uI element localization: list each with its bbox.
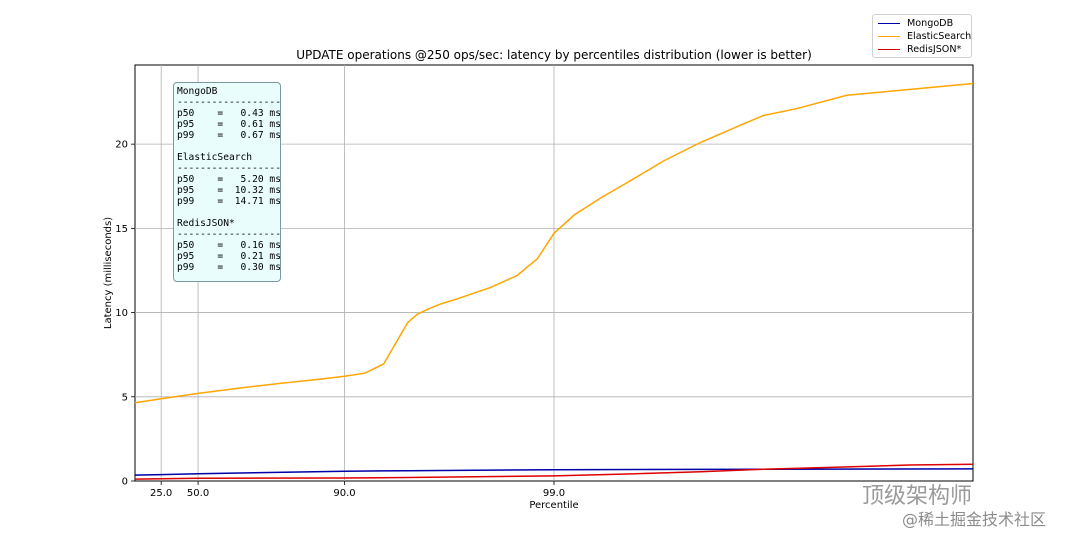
- stats-line: RedisJSON*: [177, 218, 235, 229]
- y-tick-label: 0: [122, 477, 128, 488]
- legend-item-elasticsearch: ElasticSearch: [878, 30, 971, 43]
- legend-item-redisjson: RedisJSON*: [878, 43, 961, 56]
- x-tick-label: 99.0: [543, 488, 565, 499]
- stats-line: ------------------: [177, 97, 281, 108]
- stats-line: p99 = 14.71 ms: [177, 196, 281, 207]
- x-tick-label: 25.0: [150, 488, 172, 499]
- legend-label-mongodb: MongoDB: [907, 18, 954, 29]
- legend-swatch-elasticsearch: [878, 36, 900, 37]
- legend-swatch-redisjson: [878, 49, 900, 50]
- stats-line: p99 = 0.67 ms: [177, 130, 281, 141]
- legend-label-elasticsearch: ElasticSearch: [907, 31, 972, 42]
- stats-line: p50 = 0.43 ms: [177, 108, 281, 119]
- stats-line: MongoDB: [177, 86, 218, 97]
- watermark-title: 顶级架构师: [862, 484, 973, 509]
- stats-line: p99 = 0.30 ms: [177, 262, 281, 273]
- series-line-elasticsearch: [134, 82, 974, 404]
- y-axis-label: Latency (milliseconds): [103, 217, 114, 329]
- stats-line: p95 = 0.61 ms: [177, 119, 281, 130]
- x-axis-label: Percentile: [529, 500, 578, 511]
- y-tick-label: 5: [122, 392, 128, 403]
- chart-title: UPDATE operations @250 ops/sec: latency …: [296, 48, 812, 62]
- stats-line: ------------------: [177, 163, 281, 174]
- percentile-stats-box: MongoDB ------------------ p50 = 0.43 ms p9…: [173, 82, 281, 282]
- stats-line: p95 = 10.32 ms: [177, 185, 281, 196]
- y-tick-label: 20: [115, 140, 128, 151]
- stats-line: p50 = 5.20 ms: [177, 174, 281, 185]
- legend-swatch-mongodb: [878, 23, 900, 24]
- series-line-redisjson: [134, 463, 974, 480]
- series-layer: [134, 82, 974, 480]
- stats-line: ------------------: [177, 229, 281, 240]
- stats-line: ElasticSearch: [177, 152, 253, 163]
- stats-line: p95 = 0.21 ms: [177, 251, 281, 262]
- stats-line: p50 = 0.16 ms: [177, 240, 281, 251]
- y-tick-label: 15: [115, 224, 128, 235]
- legend-item-mongodb: MongoDB: [878, 17, 953, 30]
- x-tick-label: 50.0: [187, 488, 209, 499]
- series-line-mongodb: [134, 468, 974, 476]
- ticks: 25.0 50.0 90.0 99.0 0 5 10 15 20: [115, 140, 565, 499]
- y-tick-label: 10: [115, 308, 128, 319]
- legend-label-redisjson: RedisJSON*: [907, 44, 962, 55]
- legend: MongoDB ElasticSearch RedisJSON*: [872, 14, 972, 58]
- stats-line: [177, 207, 280, 218]
- stats-line: [177, 141, 280, 152]
- x-tick-label: 90.0: [333, 488, 355, 499]
- watermark-subtitle: @稀土掘金技术社区: [902, 510, 1047, 529]
